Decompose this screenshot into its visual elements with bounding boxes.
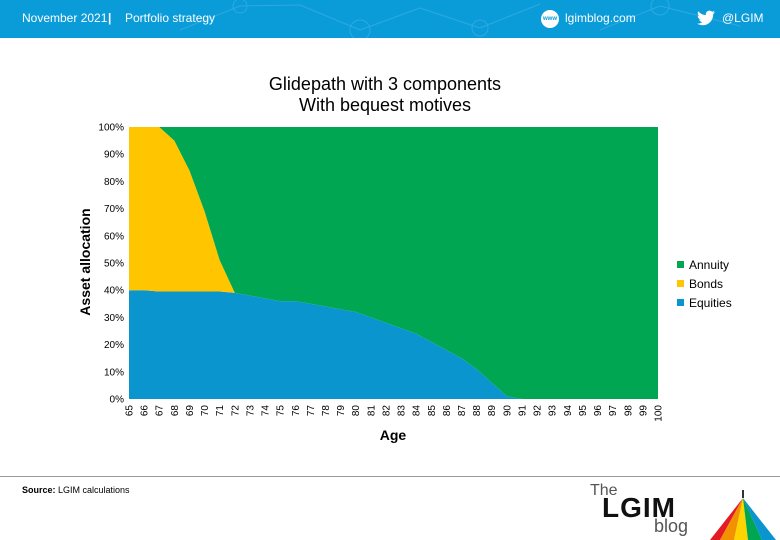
y-axis-ticks: 0% 10% 20% 30% 40% 50% 60% 70% 80% 90% 100% (98, 123, 124, 406)
chart-container: Glidepath with 3 components With bequest… (0, 38, 780, 476)
chart-title: Glidepath with 3 components (269, 74, 501, 94)
x-tick-label: 65 (125, 405, 136, 417)
legend-swatch-bonds (677, 280, 684, 287)
x-tick-label: 70 (200, 405, 211, 417)
globe-icon: www (541, 10, 559, 28)
x-axis-title: Age (380, 427, 407, 443)
legend-swatch-equities (677, 299, 684, 306)
x-tick-label: 100 (654, 405, 665, 422)
footer-divider (0, 476, 780, 477)
x-tick-label: 95 (578, 405, 589, 417)
x-tick-label: 88 (472, 405, 483, 417)
y-tick-label: 0% (110, 395, 125, 406)
x-tick-label: 79 (336, 405, 347, 417)
x-tick-label: 78 (321, 405, 332, 417)
x-tick-label: 83 (397, 405, 408, 417)
source-text: LGIM calculations (58, 485, 130, 495)
x-tick-label: 89 (487, 405, 498, 417)
legend-label-annuity: Annuity (689, 258, 729, 272)
x-tick-label: 82 (381, 405, 392, 417)
glidepath-chart: Glidepath with 3 components With bequest… (77, 74, 732, 443)
x-tick-label: 68 (170, 405, 181, 417)
x-tick-label: 90 (502, 405, 513, 417)
umbrella-icon (710, 490, 776, 540)
x-tick-label: 93 (548, 405, 559, 417)
header-bar: November 2021 | Portfolio strategy www l… (0, 0, 780, 38)
x-tick-label: 80 (351, 405, 362, 417)
y-tick-label: 70% (104, 204, 124, 215)
y-tick-label: 100% (98, 123, 124, 134)
x-tick-label: 67 (155, 405, 166, 417)
y-tick-label: 90% (104, 150, 124, 161)
area-equities (129, 290, 658, 399)
logo-the-text: The (590, 482, 618, 499)
x-tick-label: 86 (442, 405, 453, 417)
x-tick-label: 97 (608, 405, 619, 417)
logo-main-text: LGIM (602, 492, 676, 523)
chart-legend: Annuity Bonds Equities (677, 258, 732, 310)
x-tick-label: 69 (185, 405, 196, 417)
x-tick-label: 74 (261, 405, 272, 417)
header-site-link[interactable]: lgimblog.com (565, 11, 636, 25)
y-axis-title: Asset allocation (77, 208, 93, 315)
source-note: Source: LGIM calculations (22, 485, 130, 495)
x-tick-label: 84 (412, 405, 423, 417)
y-tick-label: 40% (104, 286, 124, 297)
x-tick-label: 96 (593, 405, 604, 417)
legend-swatch-annuity (677, 261, 684, 268)
x-tick-label: 73 (245, 405, 256, 417)
chart-subtitle: With bequest motives (299, 95, 471, 115)
y-tick-label: 20% (104, 340, 124, 351)
legend-label-bonds: Bonds (689, 277, 723, 291)
x-axis-ticks: 65 66 67 68 69 70 71 72 73 74 75 76 77 78 79 80 81 82 83 84… (125, 405, 665, 422)
header-twitter-link[interactable]: @LGIM (722, 11, 764, 25)
x-tick-label: 72 (230, 405, 241, 417)
header-separator: | (108, 11, 112, 25)
x-tick-label: 75 (276, 405, 287, 417)
x-tick-label: 92 (533, 405, 544, 417)
x-tick-label: 76 (291, 405, 302, 417)
x-tick-label: 66 (140, 405, 151, 417)
x-tick-label: 71 (215, 405, 226, 417)
x-tick-label: 87 (457, 405, 468, 417)
x-tick-label: 81 (366, 405, 377, 417)
x-tick-label: 85 (427, 405, 438, 417)
y-tick-label: 10% (104, 367, 124, 378)
source-label: Source: (22, 485, 56, 495)
x-tick-label: 99 (638, 405, 649, 417)
y-tick-label: 60% (104, 231, 124, 242)
x-tick-label: 94 (563, 405, 574, 417)
x-tick-label: 98 (623, 405, 634, 417)
y-tick-label: 30% (104, 313, 124, 324)
x-tick-label: 77 (306, 405, 317, 417)
logo-blog-text: blog (654, 516, 689, 536)
y-tick-label: 50% (104, 259, 124, 270)
twitter-bird-icon (697, 10, 715, 26)
x-tick-label: 91 (517, 405, 528, 417)
y-tick-label: 80% (104, 177, 124, 188)
legend-label-equities: Equities (689, 296, 732, 310)
network-pattern-decoration (179, 0, 741, 38)
lgim-blog-logo: The LGIM blog (588, 480, 780, 540)
chart-areas (129, 127, 658, 399)
area-annuity (129, 127, 658, 399)
header-category-link[interactable]: Portfolio strategy (125, 11, 216, 25)
header-date: November 2021 (22, 11, 108, 25)
